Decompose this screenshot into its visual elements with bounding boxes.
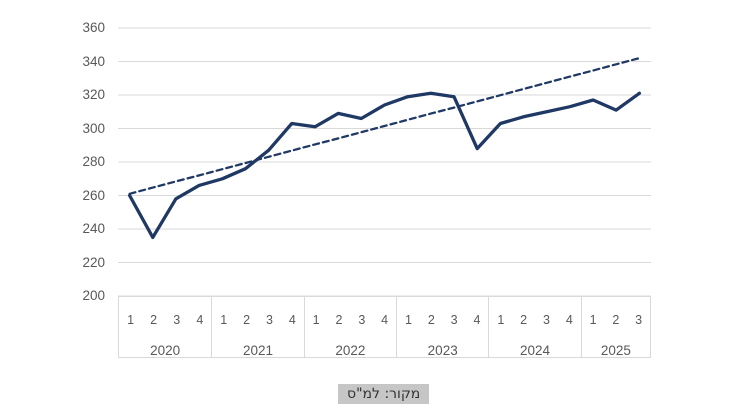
year-group: 1 2 3 4 2021 [211, 297, 303, 357]
year-label: 2025 [600, 343, 631, 358]
quarter-label: 1 [127, 313, 135, 327]
quarter-label: 2 [612, 313, 620, 327]
source-note: מקור: למ"ס [338, 384, 430, 404]
quarter-label: 4 [196, 313, 204, 327]
y-axis-tick-label: 300 [82, 120, 105, 136]
y-axis-tick-label: 200 [82, 288, 105, 303]
year-label: 2021 [242, 343, 274, 358]
quarter-label: 2 [150, 313, 158, 327]
quarter-label: 1 [497, 313, 505, 327]
y-axis-tick-label: 320 [82, 87, 105, 102]
quarter-label: 1 [312, 313, 320, 327]
y-axis-tick-label: 260 [82, 187, 105, 203]
series-line-index-actual [127, 91, 642, 240]
quarter-label: 2 [520, 313, 528, 327]
year-group: 1 2 3 4 2022 [303, 297, 396, 358]
quarter-label: 3 [265, 313, 273, 327]
quarter-label: 2 [427, 313, 435, 327]
year-label: 2022 [335, 343, 366, 358]
quarter-label: 2 [243, 313, 251, 327]
quarter-label: 1 [589, 313, 597, 327]
year-group: 1 2 3 4 2024 [488, 297, 580, 357]
y-axis-tick-label: 240 [82, 221, 105, 236]
quarter-label: 3 [358, 313, 366, 327]
year-group: 1 2 3 2025 [580, 297, 650, 358]
quarter-label: 3 [635, 313, 643, 327]
quarter-label: 3 [173, 313, 181, 327]
year-label: 2020 [150, 343, 181, 358]
quarter-label: 4 [288, 313, 296, 327]
quarter-label: 3 [543, 313, 550, 327]
quarter-label: 1 [220, 313, 228, 327]
x-axis-table: 1 2 3 4 2020 1 2 3 4 2021 1 2 3 4 2022 1 2 3 4 2023 1 2 3 4 2024… [118, 296, 651, 358]
year-group: 1 2 3 4 2020 [119, 297, 211, 357]
quarter-label: 4 [381, 313, 389, 327]
y-axis-tick-label: 220 [82, 254, 105, 270]
quarter-label: 4 [473, 313, 481, 327]
quarter-label: 1 [404, 313, 412, 327]
quarter-label: 3 [450, 313, 458, 327]
quarter-label: 2 [335, 313, 343, 327]
y-axis-tick-label: 280 [82, 154, 105, 169]
year-label: 2023 [427, 343, 458, 358]
series-line-linear-trend [128, 56, 641, 195]
y-axis-tick-label: 360 [82, 20, 105, 35]
quarter-label: 4 [565, 313, 573, 327]
y-axis-tick-label: 340 [82, 53, 105, 69]
year-group: 1 2 3 4 2023 [396, 297, 488, 357]
year-label: 2024 [520, 343, 551, 358]
